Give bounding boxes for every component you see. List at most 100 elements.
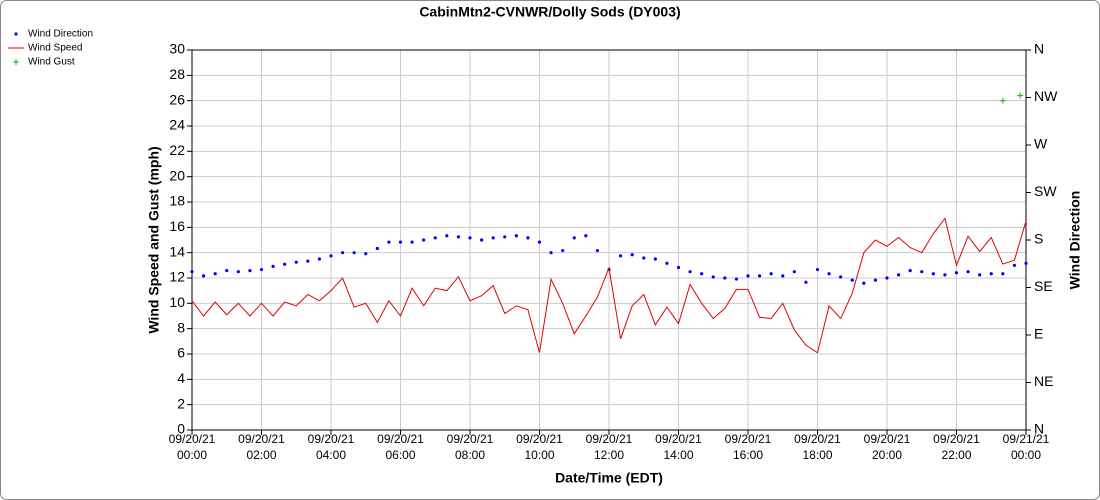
point [294,260,298,264]
point [456,235,461,239]
point [954,271,959,275]
point [653,257,657,261]
x-axis-title: Date/Time (EDT) [555,470,663,486]
point [1001,272,1005,276]
point [978,273,982,277]
point [410,240,414,244]
point [329,254,333,258]
point [306,259,310,263]
x-tick-label: 09/20/21 02:00 [238,432,285,462]
point [618,254,623,258]
point [885,276,889,280]
x-tick-label: 09/20/21 00:00 [168,432,216,462]
point [445,234,449,238]
point [989,272,993,276]
point [259,267,264,272]
x-tick-label: 09/20/21 04:00 [307,432,355,462]
y2-tick-label: SE [1034,278,1053,294]
point [561,248,565,253]
point [896,273,901,277]
y-tick-label: 24 [169,117,185,133]
y-tick-label: 6 [177,345,185,361]
y-tick-label: 30 [169,41,185,57]
legend-label: Wind Gust [28,57,75,68]
point [398,240,403,244]
point [468,236,472,240]
point [387,240,391,244]
point [931,272,935,276]
point [850,278,854,282]
x-tick-label: 09/20/21 14:00 [655,432,702,462]
x-tick-label: 09/20/21 22:00 [933,432,980,462]
point [665,261,669,265]
point [642,256,646,260]
point [572,236,576,240]
point [283,262,287,266]
x-tick-label: 09/21/21 00:00 [1002,432,1050,462]
point [792,270,796,274]
point [827,272,831,276]
point [1024,261,1028,265]
y-tick-label: 16 [169,218,185,234]
y2-tick-label: N [1034,41,1044,57]
point [201,274,206,278]
x-tick-label: 09/20/21 20:00 [863,432,911,462]
point [317,257,322,261]
point [700,272,704,276]
y-axis-title: Wind Speed and Gust (mph) [146,146,162,333]
y-tick-label: 14 [169,243,185,259]
point [711,275,715,279]
point [225,269,229,273]
plot-border [191,49,1027,431]
x-tick-label: 09/20/21 18:00 [794,432,841,462]
point [340,251,345,255]
point [630,253,634,257]
point [943,273,947,277]
y2-tick-label: SW [1034,183,1057,199]
point [734,277,739,281]
point [213,272,217,276]
y2-tick-label: E [1034,326,1043,342]
point [757,274,762,278]
legend-swatch [13,59,19,65]
x-tick-label: 09/20/21 08:00 [446,432,494,462]
point [503,235,507,239]
y2-tick-label: NW [1034,88,1058,104]
point [920,270,924,274]
x-tick-label: 09/20/21 16:00 [724,432,772,462]
chart-title: CabinMtn2-CVNWR/Dolly Sods (DY003) [419,4,680,20]
point [769,272,773,276]
speed-line [191,217,1027,354]
legend-label: Wind Direction [28,29,93,40]
point [1012,263,1017,267]
legend-swatch [14,32,18,36]
y2-tick-label: NE [1034,373,1053,389]
y-tick-label: 4 [177,370,185,386]
point [839,275,843,279]
y-tick-label: 26 [169,91,185,107]
point [526,236,530,240]
y-tick-label: 28 [169,66,185,82]
point [190,270,194,274]
y2-axis-title: Wind Direction [1067,191,1083,290]
point [537,240,542,244]
point [479,238,484,242]
point [248,269,252,273]
point [422,238,426,242]
y-tick-label: 2 [177,395,185,411]
point [873,278,878,282]
point [862,281,866,285]
point [549,251,553,255]
point [595,248,600,253]
point [364,252,368,256]
point [908,269,912,273]
x-tick-label: 09/20/21 06:00 [377,432,424,462]
point [723,276,727,280]
y-tick-label: 8 [177,319,185,335]
y-tick-label: 20 [169,167,185,183]
point [999,97,1006,104]
point [236,270,240,274]
point [804,280,808,284]
